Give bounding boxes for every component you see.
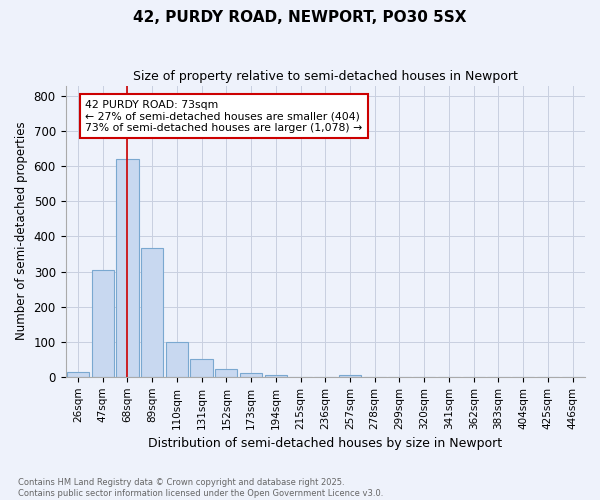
Bar — [339, 375, 361, 377]
Bar — [215, 368, 238, 377]
Bar — [166, 342, 188, 377]
Y-axis label: Number of semi-detached properties: Number of semi-detached properties — [15, 122, 28, 340]
X-axis label: Distribution of semi-detached houses by size in Newport: Distribution of semi-detached houses by … — [148, 437, 502, 450]
Title: Size of property relative to semi-detached houses in Newport: Size of property relative to semi-detach… — [133, 70, 518, 83]
Text: Contains HM Land Registry data © Crown copyright and database right 2025.
Contai: Contains HM Land Registry data © Crown c… — [18, 478, 383, 498]
Bar — [240, 374, 262, 377]
Bar — [92, 270, 114, 377]
Text: 42, PURDY ROAD, NEWPORT, PO30 5SX: 42, PURDY ROAD, NEWPORT, PO30 5SX — [133, 10, 467, 25]
Bar — [116, 159, 139, 377]
Bar — [141, 248, 163, 377]
Bar — [190, 360, 213, 377]
Bar — [265, 374, 287, 377]
Text: 42 PURDY ROAD: 73sqm
← 27% of semi-detached houses are smaller (404)
73% of semi: 42 PURDY ROAD: 73sqm ← 27% of semi-detac… — [85, 100, 362, 133]
Bar — [67, 372, 89, 377]
